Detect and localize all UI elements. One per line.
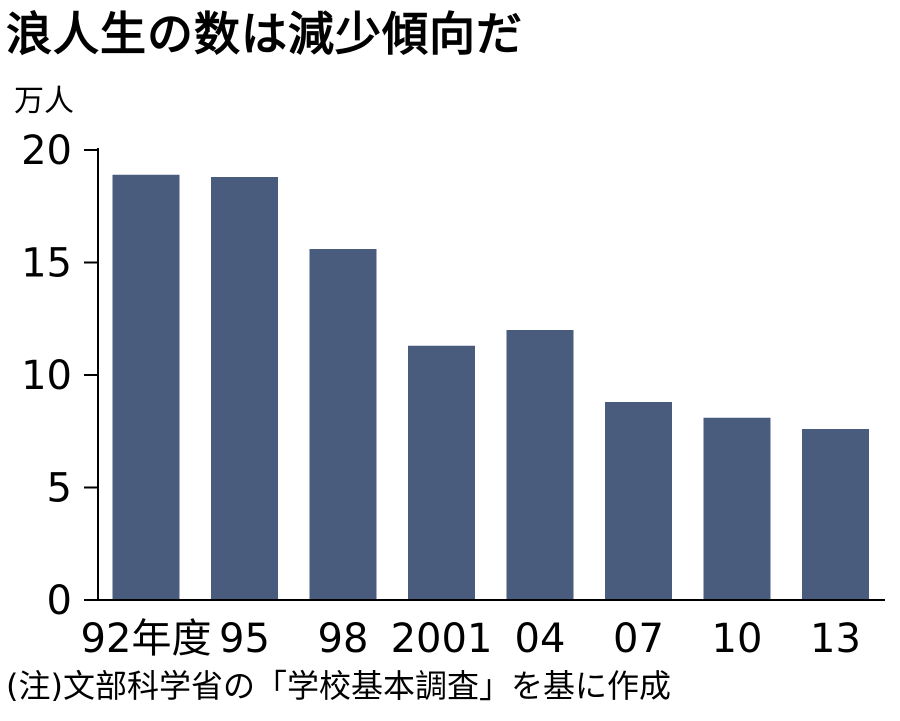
y-tick-label: 15	[21, 241, 72, 287]
y-ticks-group: 0 5 10 15 20	[21, 128, 98, 624]
x-tick-label: 04	[515, 616, 566, 662]
y-tick-label: 10	[21, 353, 72, 399]
y-axis-unit-label: 万人	[14, 84, 74, 119]
bar-07	[605, 402, 672, 600]
source-note: (注)文部科学省の「学校基本調査」を基に作成	[6, 667, 671, 705]
x-tick-label: 07	[613, 616, 664, 662]
bar-13	[802, 429, 869, 600]
bar-04	[506, 330, 574, 600]
x-tick-label: 92年度	[81, 616, 212, 662]
x-tick-label: 13	[810, 616, 861, 662]
bar-10	[703, 417, 771, 600]
x-tick-label: 10	[712, 616, 763, 662]
x-labels-group: 92年度 95 98 2001 04 07 10 13	[81, 616, 861, 662]
y-tick-label: 0	[47, 578, 72, 624]
bar-92年度	[112, 174, 180, 600]
y-tick-label: 5	[47, 466, 72, 512]
y-tick-label: 20	[21, 128, 72, 174]
x-tick-label: 2001	[391, 616, 493, 662]
bar-2001	[408, 345, 475, 600]
x-tick-label: 98	[318, 616, 369, 662]
x-tick-label: 95	[219, 616, 270, 662]
bar-98	[309, 249, 377, 600]
bar-95	[211, 177, 278, 600]
bars-group	[112, 174, 869, 600]
chart-title: 浪人生の数は減少傾向だ	[6, 7, 523, 61]
